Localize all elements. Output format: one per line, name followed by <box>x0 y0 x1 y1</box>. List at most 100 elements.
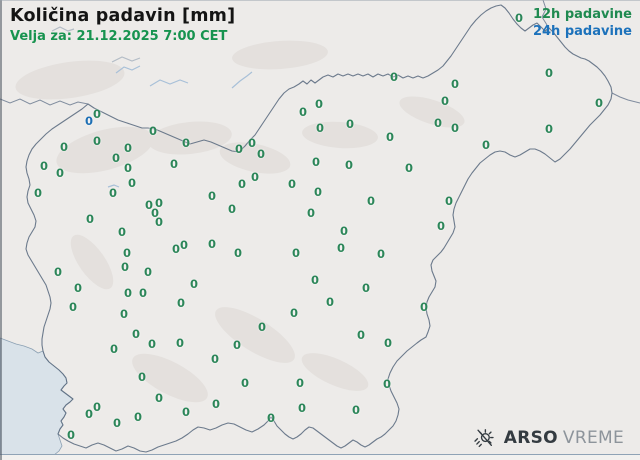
station-value-12h: 0 <box>233 246 243 260</box>
station-value-12h: 0 <box>382 377 392 391</box>
station-value-12h: 0 <box>481 138 491 152</box>
station-value-12h: 0 <box>291 246 301 260</box>
station-value-12h: 0 <box>256 147 266 161</box>
station-value-12h: 0 <box>440 94 450 108</box>
map-bottom-frame-line <box>0 454 640 455</box>
slovenia-border <box>25 4 613 453</box>
station-value-12h: 0 <box>356 328 366 342</box>
station-value-12h: 0 <box>189 277 199 291</box>
terrain-shading <box>15 40 465 403</box>
station-value-12h: 0 <box>176 296 186 310</box>
station-value-12h: 0 <box>361 281 371 295</box>
station-value-12h: 0 <box>310 273 320 287</box>
station-value-12h: 0 <box>594 96 604 110</box>
station-value-12h: 0 <box>345 117 355 131</box>
validity-timestamp: Velja za: 21.12.2025 7:00 CET <box>10 29 228 44</box>
page-title: Količina padavin [mm] <box>10 6 236 26</box>
logo-product-text: VREME <box>562 428 624 448</box>
logo-agency-text: ARSO <box>503 428 558 448</box>
station-value-12h: 0 <box>55 166 65 180</box>
station-value-12h: 0 <box>117 225 127 239</box>
station-value-12h: 0 <box>315 121 325 135</box>
station-value-12h: 0 <box>207 189 217 203</box>
station-value-12h: 0 <box>232 338 242 352</box>
station-value-12h: 0 <box>109 342 119 356</box>
station-value-12h: 0 <box>53 265 63 279</box>
station-value-12h: 0 <box>148 124 158 138</box>
station-value-12h: 0 <box>123 286 133 300</box>
station-value-12h: 0 <box>179 238 189 252</box>
station-value-12h: 0 <box>297 401 307 415</box>
station-value-12h: 0 <box>33 186 43 200</box>
map-top-frame-line <box>0 0 640 1</box>
station-value-12h: 0 <box>450 121 460 135</box>
station-value-12h: 0 <box>325 295 335 309</box>
station-value-12h: 0 <box>376 247 386 261</box>
station-value-12h: 0 <box>122 246 132 260</box>
foreign-border-lines <box>0 0 640 106</box>
station-value-12h: 0 <box>169 157 179 171</box>
station-value-12h: 0 <box>240 376 250 390</box>
station-value-12h: 0 <box>85 212 95 226</box>
station-value-12h: 0 <box>314 97 324 111</box>
river-lines <box>51 26 253 188</box>
station-value-12h: 0 <box>444 194 454 208</box>
station-value-12h: 0 <box>112 416 122 430</box>
station-value-12h: 0 <box>92 400 102 414</box>
station-value-12h: 0 <box>154 196 164 210</box>
station-value-12h: 0 <box>385 130 395 144</box>
station-value-12h: 0 <box>127 176 137 190</box>
station-value-12h: 0 <box>68 300 78 314</box>
station-value-12h: 0 <box>131 327 141 341</box>
station-value-12h: 0 <box>404 161 414 175</box>
station-value-12h: 0 <box>266 411 276 425</box>
station-value-12h: 0 <box>383 336 393 350</box>
station-value-12h: 0 <box>295 376 305 390</box>
station-value-12h: 0 <box>227 202 237 216</box>
station-value-12h: 0 <box>210 352 220 366</box>
arso-vreme-logo[interactable]: ARSO VREME <box>473 427 624 449</box>
legend: 12h padavine 24h padavine <box>533 6 632 40</box>
station-value-12h: 0 <box>339 224 349 238</box>
station-value-12h: 0 <box>138 286 148 300</box>
station-value-12h: 0 <box>92 134 102 148</box>
station-value-12h: 0 <box>544 122 554 136</box>
station-value-12h: 0 <box>84 407 94 421</box>
station-value-12h: 0 <box>247 136 257 150</box>
station-value-12h: 0 <box>123 141 133 155</box>
station-value-12h: 0 <box>120 260 130 274</box>
station-value-12h: 0 <box>306 206 316 220</box>
station-value-12h: 0 <box>92 107 102 121</box>
station-value-12h: 0 <box>59 140 69 154</box>
station-value-12h: 0 <box>39 159 49 173</box>
station-value-12h: 0 <box>137 370 147 384</box>
station-value-12h: 0 <box>336 241 346 255</box>
station-value-12h: 0 <box>144 198 154 212</box>
station-value-12h: 0 <box>351 403 361 417</box>
station-value-12h: 0 <box>344 158 354 172</box>
station-value-12h: 0 <box>433 116 443 130</box>
logo-wordmark: ARSO VREME <box>504 428 624 448</box>
station-value-12h: 0 <box>287 177 297 191</box>
station-value-12h: 0 <box>133 410 143 424</box>
station-value-12h: 0 <box>119 307 129 321</box>
station-value-12h: 0 <box>514 11 524 25</box>
station-value-12h: 0 <box>143 265 153 279</box>
legend-item-12h-padavine[interactable]: 12h padavine <box>532 7 632 22</box>
station-value-12h: 0 <box>207 237 217 251</box>
station-value-12h: 0 <box>175 336 185 350</box>
station-value-12h: 0 <box>171 242 181 256</box>
map-bottom-margin <box>0 455 640 460</box>
map-header: Količina padavin [mm] Velja za: 21.12.20… <box>10 6 235 44</box>
station-value-12h: 0 <box>181 136 191 150</box>
station-value-12h: 0 <box>366 194 376 208</box>
station-value-12h: 0 <box>389 70 399 84</box>
station-value-12h: 0 <box>257 320 267 334</box>
station-value-12h: 0 <box>150 206 160 220</box>
station-value-12h: 0 <box>111 151 121 165</box>
station-value-12h: 0 <box>123 161 133 175</box>
station-value-12h: 0 <box>313 185 323 199</box>
station-value-12h: 0 <box>419 300 429 314</box>
legend-item-24h-padavine[interactable]: 24h padavine <box>532 24 632 39</box>
